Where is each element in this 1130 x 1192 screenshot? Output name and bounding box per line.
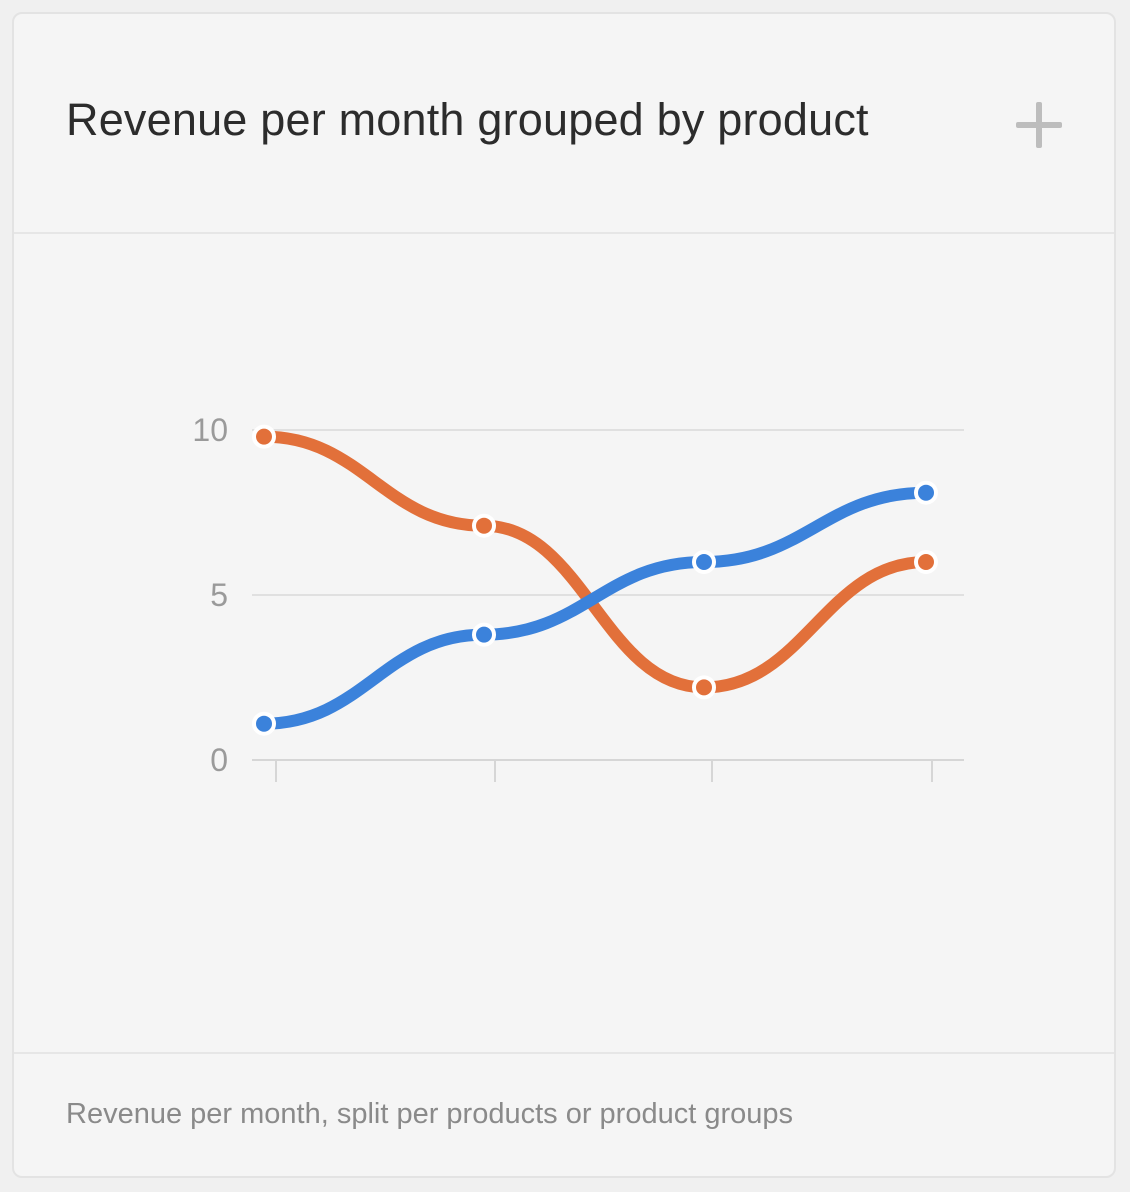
data-point[interactable]	[914, 480, 938, 505]
add-button[interactable]	[1012, 98, 1066, 152]
card-header: Revenue per month grouped by product	[14, 14, 1114, 234]
card-footer: Revenue per month, split per products or…	[14, 1052, 1114, 1176]
data-point[interactable]	[252, 711, 276, 736]
data-point[interactable]	[914, 550, 938, 574]
y-tick-label: 10	[192, 412, 228, 448]
chart-area: 0 5 10	[14, 234, 1114, 1052]
card-description: Revenue per month, split per products or…	[66, 1098, 794, 1130]
series-line-1	[258, 486, 932, 730]
plus-icon	[1016, 102, 1062, 148]
chart-card: Revenue per month grouped by product 0 5 1…	[12, 12, 1116, 1178]
data-point[interactable]	[472, 513, 496, 538]
data-point[interactable]	[692, 675, 716, 700]
data-point[interactable]	[692, 550, 716, 574]
card-title: Revenue per month grouped by product	[66, 94, 869, 145]
line-chart: 0 5 10	[192, 412, 964, 782]
data-point[interactable]	[472, 622, 496, 647]
series-line-0	[258, 430, 932, 694]
data-point[interactable]	[252, 424, 276, 449]
y-tick-label: 5	[210, 577, 228, 613]
y-tick-label: 0	[210, 742, 228, 778]
